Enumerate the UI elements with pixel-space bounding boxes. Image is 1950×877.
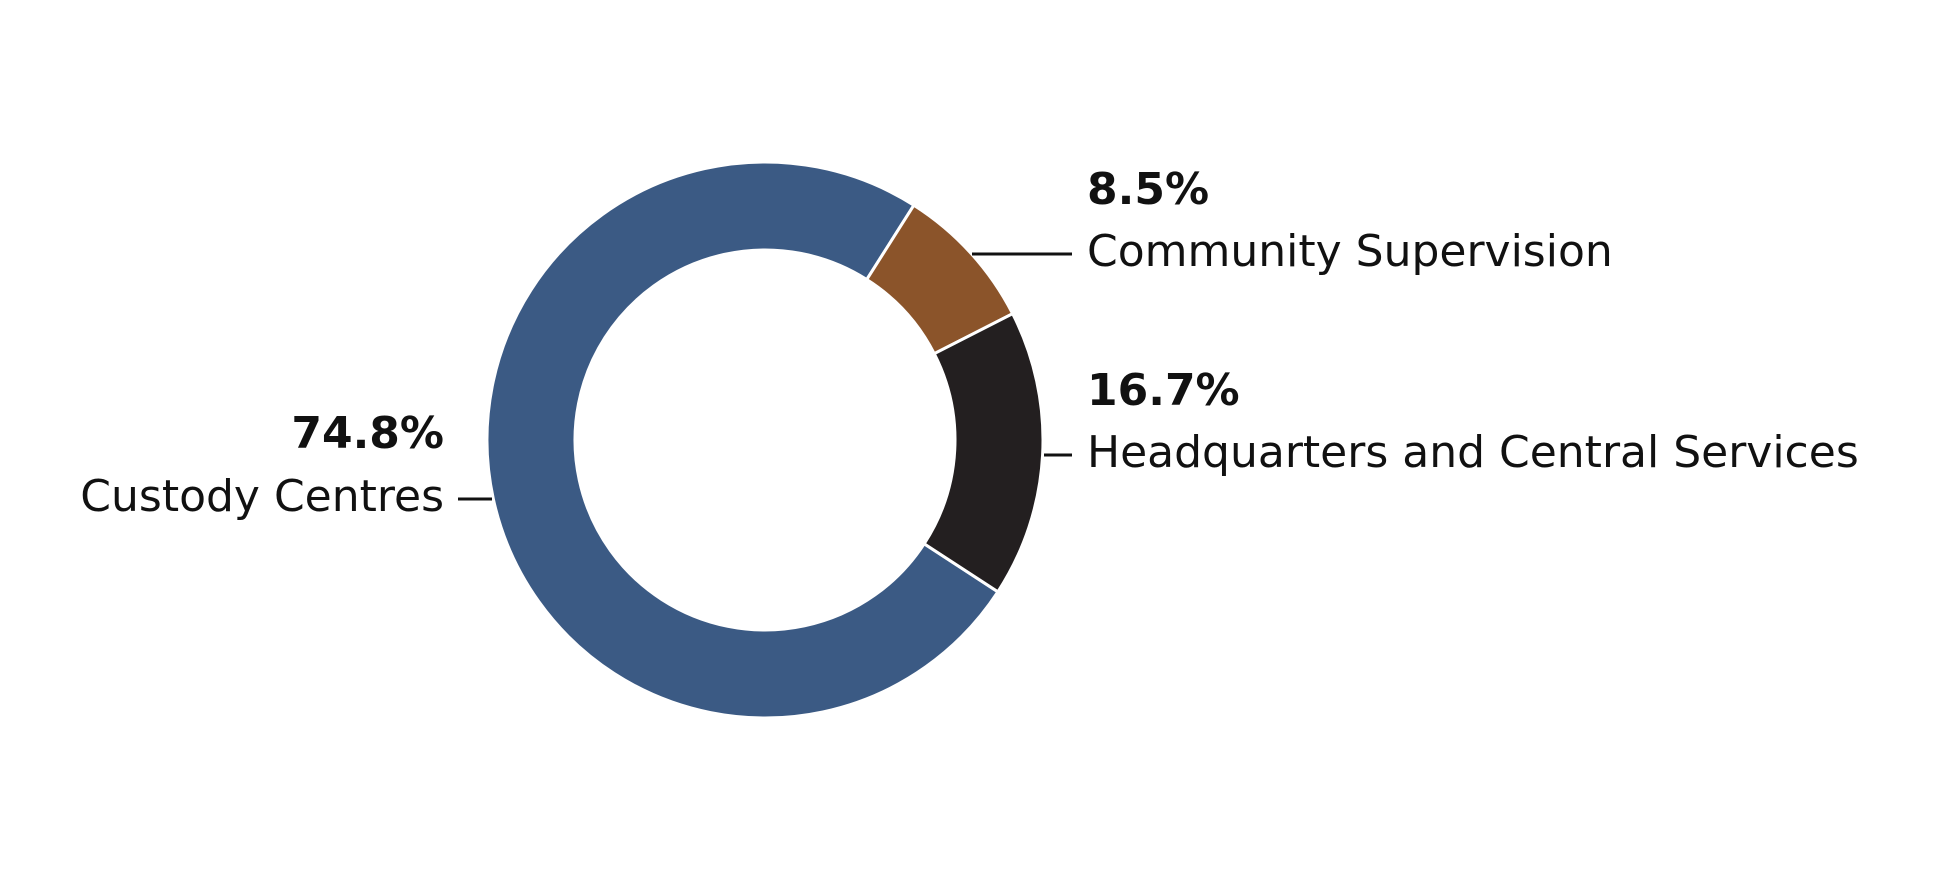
value-label: 8.5% bbox=[1087, 164, 1209, 215]
donut-slice bbox=[922, 311, 1045, 594]
value-label: 74.8% bbox=[291, 408, 444, 459]
category-label: Community Supervision bbox=[1087, 226, 1613, 277]
category-label: Headquarters and Central Services bbox=[1087, 427, 1859, 478]
value-label: 16.7% bbox=[1087, 365, 1240, 416]
category-label: Custody Centres bbox=[80, 471, 444, 522]
donut-slice bbox=[485, 160, 1000, 720]
